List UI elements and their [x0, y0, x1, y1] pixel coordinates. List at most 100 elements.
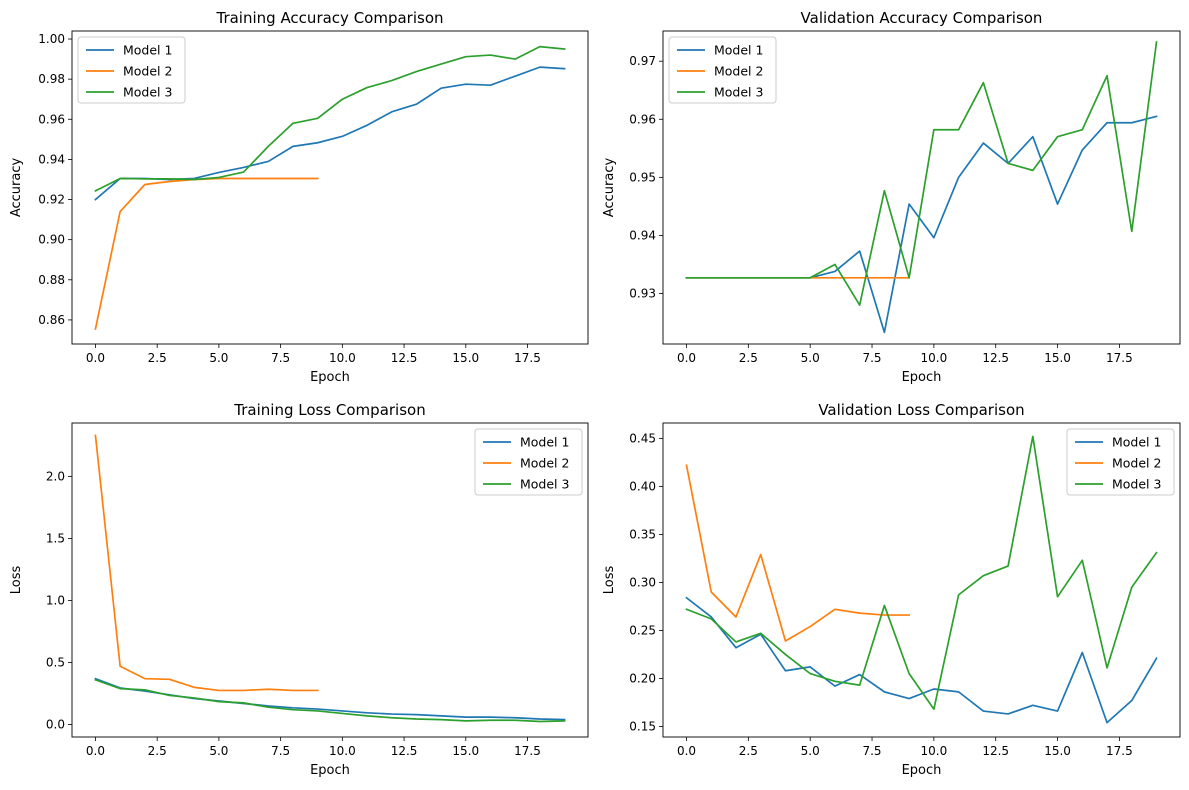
legend-label-model-1: Model 1	[520, 435, 569, 450]
x-tick-label: 0.0	[86, 351, 105, 365]
y-axis-label: Accuracy	[9, 158, 24, 218]
x-tick-label: 10.0	[329, 351, 356, 365]
legend-label-model-1: Model 1	[714, 43, 763, 58]
legend: Model 1 Model 2 Model 3	[668, 36, 777, 104]
legend-box	[77, 36, 186, 104]
legend: Model 1 Model 2 Model 3	[77, 36, 186, 104]
series-line-model-1	[685, 596, 1158, 724]
y-tick-label: 0.25	[629, 623, 656, 637]
x-tick-label: 2.5	[739, 351, 758, 365]
y-tick-label: 1.0	[46, 593, 65, 607]
chart-panel-training-loss: Training Loss Comparison 0.0 2.5 5.0 7.5 10.0…	[9, 401, 589, 778]
y-tick-label: 0.90	[38, 233, 65, 247]
legend-label-model-2: Model 2	[1112, 456, 1161, 471]
legend: Model 1 Model 2 Model 3	[1066, 428, 1175, 496]
chart-panel-training-accuracy: Training Accuracy Comparison 0.0 2.5 5.0 7.5…	[9, 9, 589, 385]
y-axis-label: Accuracy	[602, 158, 617, 218]
x-tick-label: 10.0	[921, 744, 948, 758]
y-tick-label: 0.0	[46, 718, 65, 732]
series-line-model-2	[685, 464, 910, 642]
y-tick-label: 2.0	[46, 469, 65, 483]
y-tick-label: 0.96	[629, 112, 656, 126]
x-tick-label: 2.5	[148, 351, 167, 365]
x-tick-label: 5.0	[209, 351, 228, 365]
y-tick-label: 0.35	[629, 527, 656, 541]
legend-label-model-1: Model 1	[1112, 435, 1161, 450]
legend-box	[474, 428, 583, 496]
x-tick-label: 0.0	[86, 744, 105, 758]
chart-panel-validation-loss: Validation Loss Comparison 0.0 2.5 5.0 7.5 10…	[602, 401, 1181, 778]
x-tick-label: 12.5	[391, 351, 418, 365]
series-line-model-3	[94, 45, 566, 193]
x-tick-label: 15.0	[452, 744, 479, 758]
y-tick-label: 0.97	[629, 54, 656, 68]
y-tick-label: 0.92	[38, 193, 65, 207]
x-tick-label: 5.0	[801, 744, 820, 758]
x-tick-label: 12.5	[391, 744, 418, 758]
chart-title: Training Accuracy Comparison	[215, 9, 443, 27]
x-tick-label: 17.5	[1106, 351, 1133, 365]
x-tick-label: 2.5	[148, 744, 167, 758]
y-tick-label: 0.45	[629, 431, 656, 445]
series-lines	[685, 41, 1158, 334]
y-tick-label: 0.5	[46, 656, 65, 670]
y-tick-label: 0.93	[629, 286, 656, 300]
chart-title: Validation Accuracy Comparison	[801, 9, 1043, 27]
x-axis-label: Epoch	[902, 370, 942, 385]
chart-title: Validation Loss Comparison	[818, 401, 1024, 419]
y-tick-label: 0.15	[629, 719, 656, 733]
x-tick-label: 15.0	[1044, 744, 1071, 758]
y-axis-label: Loss	[9, 566, 24, 595]
legend-label-model-3: Model 3	[1112, 477, 1161, 492]
chart-panel-validation-accuracy: Validation Accuracy Comparison 0.0 2.5 5.0 7…	[602, 9, 1181, 385]
x-tick-label: 17.5	[514, 744, 541, 758]
series-line-model-2	[94, 434, 319, 692]
series-line-model-2	[94, 177, 319, 330]
x-tick-label: 17.5	[1106, 744, 1133, 758]
legend-label-model-3: Model 3	[714, 85, 763, 100]
axes-frame	[662, 30, 1181, 345]
legend-box	[1066, 428, 1175, 496]
x-axis-label: Epoch	[902, 763, 942, 778]
legend-label-model-3: Model 3	[123, 85, 172, 100]
y-tick-label: 1.00	[38, 32, 65, 46]
y-tick-label: 0.30	[629, 575, 656, 589]
x-tick-label: 15.0	[1044, 351, 1071, 365]
axes-frame	[662, 422, 1181, 738]
x-tick-label: 12.5	[982, 744, 1009, 758]
x-tick-label: 0.0	[677, 744, 696, 758]
x-tick-label: 0.0	[677, 351, 696, 365]
x-tick-label: 12.5	[982, 351, 1009, 365]
axes-frame	[71, 422, 589, 738]
y-tick-label: 0.86	[38, 313, 65, 327]
series-line-model-3	[685, 41, 1158, 306]
x-tick-label: 17.5	[514, 351, 541, 365]
y-tick-label: 0.95	[629, 170, 656, 184]
legend-label-model-3: Model 3	[520, 477, 569, 492]
legend-box	[668, 36, 777, 104]
y-tick-label: 0.40	[629, 479, 656, 493]
legend-label-model-2: Model 2	[123, 64, 172, 79]
x-tick-label: 7.5	[862, 351, 881, 365]
y-tick-label: 1.5	[46, 531, 65, 545]
x-axis-label: Epoch	[310, 763, 350, 778]
y-tick-label: 0.20	[629, 671, 656, 685]
axes-frame	[71, 30, 589, 345]
y-tick-label: 0.88	[38, 273, 65, 287]
series-line-model-3	[685, 435, 1158, 711]
legend-label-model-1: Model 1	[123, 43, 172, 58]
series-lines	[94, 45, 566, 330]
x-tick-label: 15.0	[452, 351, 479, 365]
series-line-model-1	[685, 115, 1158, 334]
x-tick-label: 2.5	[739, 744, 758, 758]
x-tick-label: 7.5	[271, 351, 290, 365]
x-tick-label: 10.0	[921, 351, 948, 365]
chart-title: Training Loss Comparison	[233, 401, 425, 419]
series-lines	[685, 435, 1158, 724]
series-line-model-3	[94, 678, 566, 723]
x-tick-label: 7.5	[862, 744, 881, 758]
series-line-model-1	[94, 677, 566, 721]
legend-label-model-2: Model 2	[520, 456, 569, 471]
series-lines	[94, 434, 566, 723]
